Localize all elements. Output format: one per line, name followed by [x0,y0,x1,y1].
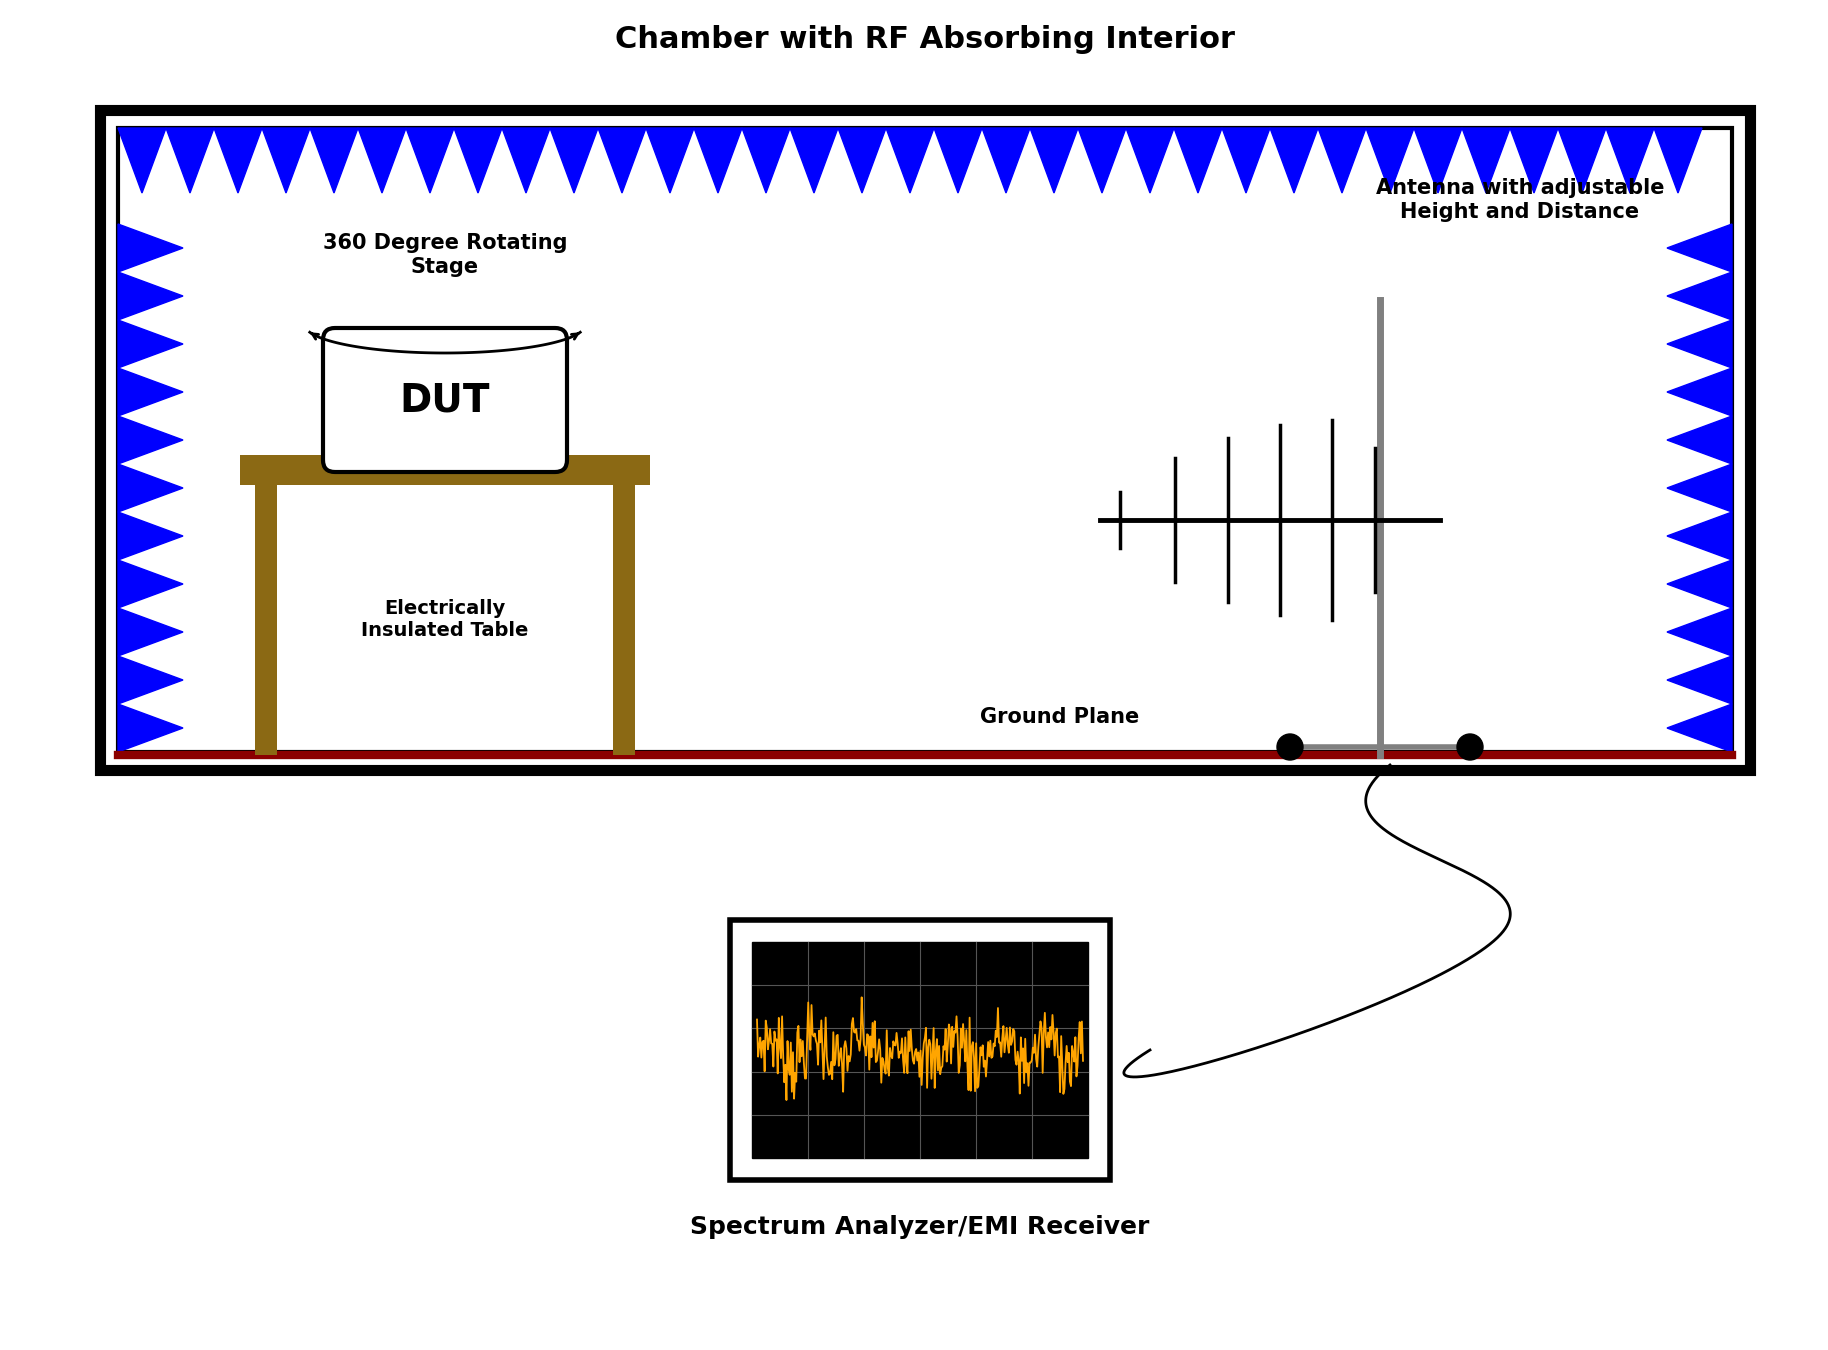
Polygon shape [695,128,742,193]
Polygon shape [119,224,183,271]
Polygon shape [742,128,790,193]
Text: 360 Degree Rotating
Stage: 360 Degree Rotating Stage [324,234,567,277]
Text: Electrically
Insulated Table: Electrically Insulated Table [362,599,528,640]
Polygon shape [119,512,183,560]
Polygon shape [119,128,166,193]
Polygon shape [214,128,261,193]
Polygon shape [1667,656,1731,703]
Text: Antenna with adjustable
Height and Distance: Antenna with adjustable Height and Dista… [1376,178,1663,221]
Polygon shape [1079,128,1126,193]
Polygon shape [1667,560,1731,608]
Polygon shape [261,128,311,193]
Polygon shape [1607,128,1654,193]
Polygon shape [119,656,183,703]
Polygon shape [166,128,214,193]
Polygon shape [1667,271,1731,320]
Polygon shape [550,128,598,193]
Polygon shape [1270,128,1318,193]
Polygon shape [1174,128,1221,193]
Polygon shape [119,416,183,464]
Polygon shape [1667,512,1731,560]
Polygon shape [119,369,183,416]
Polygon shape [1667,464,1731,512]
Polygon shape [119,608,183,656]
Polygon shape [1126,128,1174,193]
Bar [101,109,1749,769]
Polygon shape [1029,128,1079,193]
Bar [254,485,278,755]
Polygon shape [1667,369,1731,416]
Polygon shape [1654,128,1702,193]
Circle shape [1457,734,1483,760]
Polygon shape [1221,128,1270,193]
Text: Chamber with RF Absorbing Interior: Chamber with RF Absorbing Interior [614,26,1236,54]
Bar [239,455,651,485]
Circle shape [1278,734,1303,760]
Bar [612,485,634,755]
Polygon shape [1667,608,1731,656]
Polygon shape [1557,128,1607,193]
Polygon shape [645,128,695,193]
Polygon shape [1510,128,1557,193]
Polygon shape [1318,128,1366,193]
Polygon shape [790,128,837,193]
Polygon shape [982,128,1029,193]
Text: Spectrum Analyzer/EMI Receiver: Spectrum Analyzer/EMI Receiver [691,1215,1150,1239]
Text: DUT: DUT [400,381,490,418]
Text: Ground Plane: Ground Plane [980,707,1139,728]
Polygon shape [1667,703,1731,752]
Polygon shape [119,464,183,512]
Bar [729,919,1110,1180]
Polygon shape [1667,320,1731,369]
Polygon shape [311,128,358,193]
Polygon shape [598,128,645,193]
Polygon shape [934,128,982,193]
Polygon shape [119,271,183,320]
Polygon shape [1415,128,1462,193]
Polygon shape [453,128,503,193]
Bar [119,128,1731,752]
Polygon shape [119,320,183,369]
Polygon shape [1667,416,1731,464]
Polygon shape [887,128,934,193]
Bar [751,942,1088,1158]
Polygon shape [503,128,550,193]
Polygon shape [1462,128,1510,193]
Polygon shape [1667,224,1731,271]
FancyBboxPatch shape [324,328,567,472]
Polygon shape [1366,128,1415,193]
Polygon shape [119,560,183,608]
Polygon shape [358,128,406,193]
Polygon shape [119,703,183,752]
Polygon shape [837,128,887,193]
Polygon shape [406,128,453,193]
